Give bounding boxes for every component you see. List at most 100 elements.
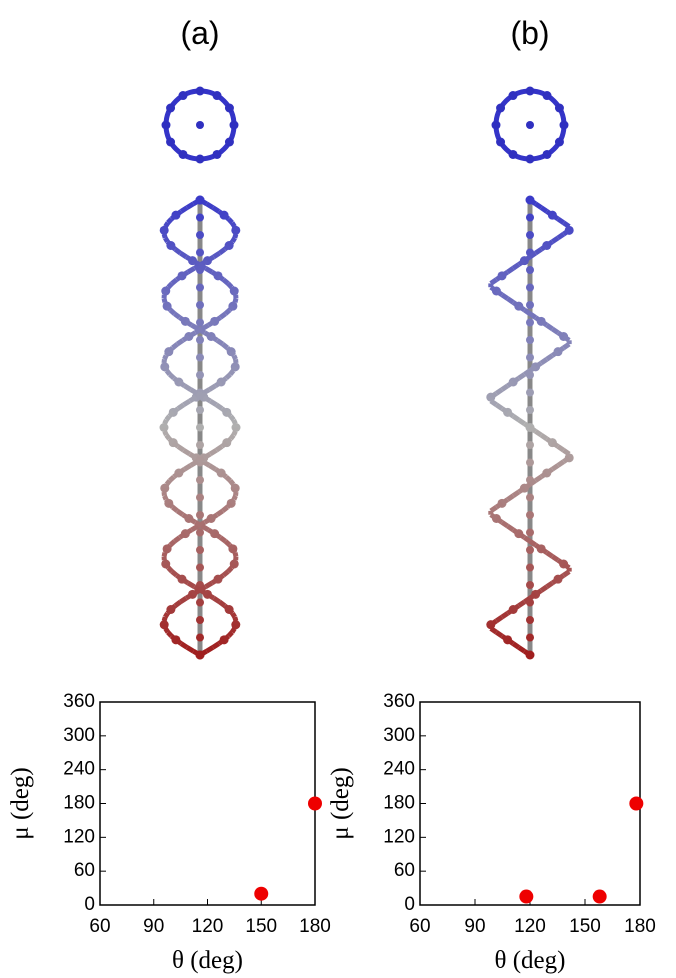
bond [208, 321, 214, 325]
bond [231, 416, 234, 420]
atom [196, 87, 205, 96]
bond [541, 473, 547, 477]
bond [229, 219, 233, 223]
bond [164, 496, 166, 500]
bond [524, 598, 530, 602]
bond [541, 435, 547, 439]
point [519, 890, 533, 904]
bond [167, 306, 170, 310]
bond [230, 481, 233, 485]
bond [220, 537, 225, 541]
bond [235, 428, 236, 432]
atom [496, 104, 505, 113]
y-tick-label: 0 [84, 894, 95, 915]
bond [513, 492, 519, 496]
bond [164, 553, 165, 557]
atom [230, 121, 239, 130]
bond [209, 386, 215, 390]
bond [227, 503, 231, 507]
bond [217, 340, 222, 344]
atom [196, 651, 205, 660]
bond [192, 325, 199, 329]
x-tick-label: 180 [624, 916, 656, 937]
y-tick-label: 180 [63, 793, 95, 814]
bond [530, 253, 536, 257]
bond [207, 204, 213, 208]
bond [513, 416, 519, 420]
bond [190, 397, 196, 401]
bond [165, 238, 167, 242]
x-axis-label: θ (deg) [495, 947, 566, 974]
atom [526, 319, 534, 327]
bond [221, 473, 226, 477]
molecule [160, 87, 241, 660]
bond [167, 481, 170, 485]
bond [175, 537, 180, 541]
atom [526, 564, 534, 572]
bond [172, 280, 177, 284]
bond [199, 587, 206, 591]
bond [178, 405, 184, 409]
x-tick-label: 90 [143, 916, 164, 937]
bond [214, 598, 220, 602]
bond [233, 367, 235, 371]
bond [166, 564, 169, 568]
bond [502, 295, 508, 299]
atom [179, 150, 188, 159]
bond [188, 583, 194, 587]
atom [560, 121, 569, 130]
atom [196, 371, 204, 379]
bond [558, 462, 564, 466]
atom [196, 301, 204, 309]
plot-frame [100, 702, 315, 905]
bond [219, 640, 224, 644]
bond [170, 541, 174, 545]
bond [187, 647, 193, 651]
bond [217, 511, 222, 515]
y-tick-label: 300 [63, 725, 95, 746]
atom [555, 104, 564, 113]
bond [234, 496, 236, 500]
bond [519, 488, 525, 492]
x-tick-label: 150 [245, 916, 277, 937]
bond [178, 446, 184, 450]
atom [526, 634, 534, 642]
bond [164, 299, 165, 303]
bond [232, 628, 234, 632]
bond [536, 204, 542, 208]
bond [552, 215, 558, 219]
atom [555, 138, 564, 147]
atom [196, 336, 204, 344]
bond [206, 583, 212, 587]
y-tick-label: 360 [383, 691, 415, 712]
bond [171, 215, 175, 219]
y-axis-label: μ (deg) [7, 767, 34, 839]
bond [225, 541, 229, 545]
bond [165, 223, 167, 227]
bond [213, 208, 219, 212]
bond [564, 230, 570, 234]
atom [526, 155, 535, 164]
bond [168, 283, 172, 287]
atom [526, 546, 534, 554]
atom [162, 121, 171, 130]
bond [216, 405, 222, 409]
atom [526, 406, 534, 414]
atom [196, 564, 204, 572]
y-tick-label: 120 [63, 826, 95, 847]
bond [206, 268, 212, 272]
bond [519, 534, 525, 538]
bond [519, 374, 525, 378]
atom [196, 529, 204, 537]
atom [526, 459, 534, 467]
bond [172, 572, 177, 576]
bond [564, 337, 570, 341]
bond [519, 261, 525, 265]
bond [197, 458, 204, 462]
bond [508, 382, 514, 386]
bond [235, 488, 236, 492]
bond [165, 628, 167, 632]
atom [509, 150, 518, 159]
bond [491, 401, 497, 405]
bond [530, 428, 536, 432]
